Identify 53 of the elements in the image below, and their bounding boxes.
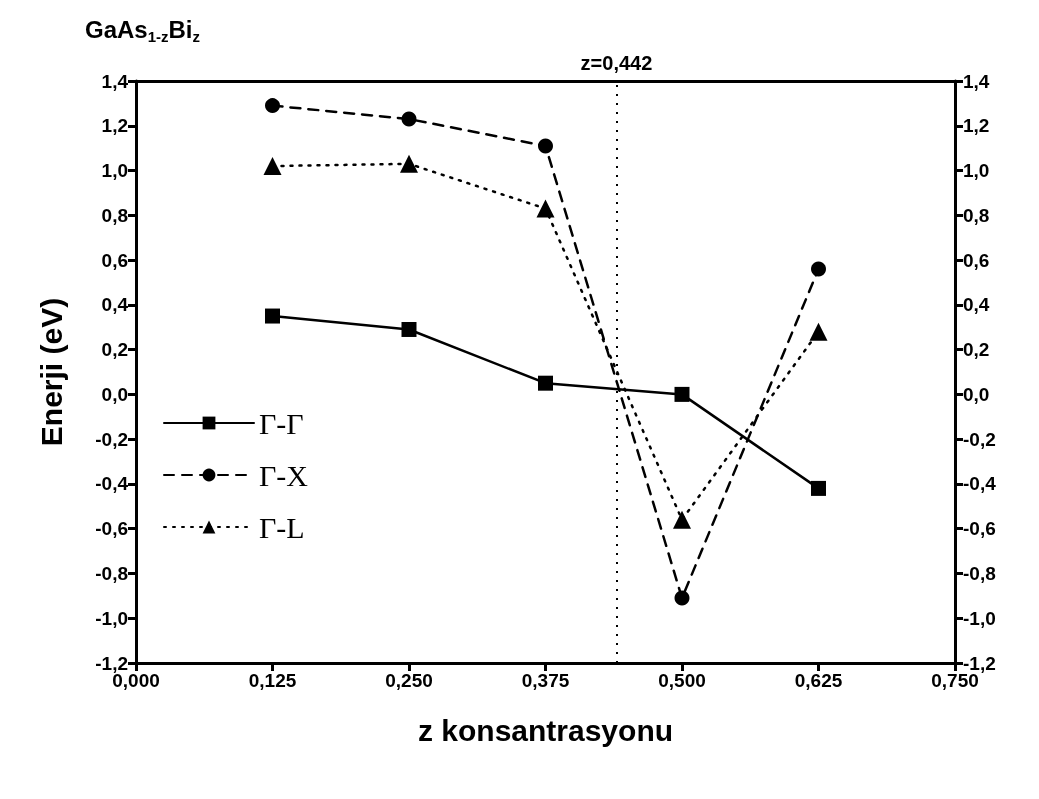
- y2-tick-label: 0,2: [963, 339, 990, 361]
- y-tick-label: 0,0: [101, 383, 128, 405]
- y2-tick-label: 1,0: [963, 160, 990, 182]
- legend-label: Γ-X: [259, 458, 309, 492]
- ref-line-label: z=0,442: [580, 52, 653, 74]
- y2-tick-label: 0,4: [963, 294, 990, 316]
- point: [263, 157, 282, 176]
- y-tick-label: -1,2: [95, 652, 128, 674]
- point: [401, 321, 417, 337]
- y-tick-label: 0,8: [101, 204, 128, 226]
- point: [265, 98, 280, 114]
- x-tick-label: 0,250: [385, 670, 433, 691]
- y2-tick-label: -0,6: [963, 518, 996, 540]
- y-tick-label: 0,4: [101, 294, 129, 316]
- y-tick-label: -0,2: [95, 428, 128, 450]
- legend-label: Γ-L: [259, 510, 305, 544]
- y-tick-label: 1,2: [101, 115, 128, 137]
- point: [674, 386, 690, 402]
- point: [538, 138, 553, 154]
- y2-tick-label: 1,4: [963, 70, 990, 92]
- y2-tick-label: -0,8: [963, 562, 996, 584]
- y-tick-label: -1,0: [95, 607, 128, 629]
- point: [400, 154, 418, 173]
- point: [674, 590, 690, 606]
- y2-tick-label: -0,2: [963, 428, 996, 450]
- point: [401, 111, 417, 127]
- y-tick-label: 1,4: [101, 70, 129, 92]
- y-tick-label: -0,8: [95, 562, 128, 584]
- y-axis-title: Enerji (eV): [34, 297, 68, 447]
- point: [809, 322, 828, 341]
- x-tick-label: 0,375: [521, 670, 570, 691]
- y2-tick-label: -1,0: [963, 607, 996, 629]
- legend-label: Γ-Γ: [259, 406, 304, 440]
- y2-tick-label: 0,8: [963, 204, 990, 226]
- point: [811, 261, 826, 277]
- x-tick-label: 0,125: [248, 670, 297, 691]
- x-axis-title: z konsantrasyonu: [417, 713, 674, 747]
- point: [265, 308, 280, 324]
- y-tick-label: 0,6: [101, 249, 128, 271]
- y-tick-label: -0,4: [95, 473, 129, 495]
- point: [538, 375, 553, 391]
- y2-tick-label: 1,2: [963, 115, 990, 137]
- y2-tick-label: -0,4: [963, 473, 997, 495]
- point: [673, 510, 691, 529]
- y2-tick-label: 0,0: [963, 383, 990, 405]
- x-tick-label: 0,500: [658, 670, 706, 691]
- y-tick-label: -0,6: [95, 518, 128, 540]
- y-tick-label: 0,2: [101, 339, 128, 361]
- point: [536, 199, 555, 218]
- x-tick-label: 0,625: [794, 670, 843, 691]
- y2-tick-label: 0,6: [963, 249, 990, 271]
- y-tick-label: 1,0: [101, 160, 128, 182]
- point: [811, 480, 826, 496]
